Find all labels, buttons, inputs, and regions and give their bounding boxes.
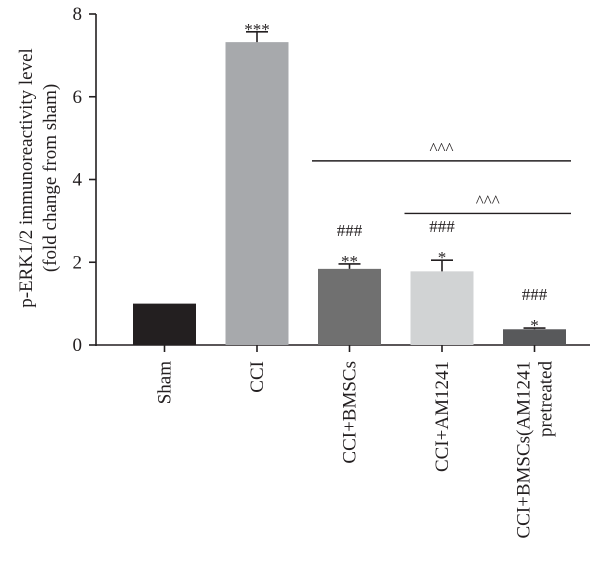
bracket-label: ^^^: [430, 139, 454, 158]
bar-4: [503, 329, 566, 345]
significance-label: ***: [244, 20, 270, 39]
y-axis-label-line: (fold change from sham): [40, 84, 61, 272]
y-tick-label: 2: [73, 252, 83, 273]
bar-2: [318, 268, 381, 345]
category-label: CCI+BMSCs(AM1241: [514, 361, 535, 539]
significance-annotations: *** ### ** ### * ### *: [244, 20, 548, 335]
significance-label: ###: [429, 217, 455, 236]
category-label: CCI+BMSCs: [340, 361, 361, 464]
bar-3: [410, 271, 474, 345]
bracket-label: ^^^: [476, 191, 500, 210]
category-label: pretreated: [536, 361, 557, 437]
comparison-brackets: ^^^ ^^^: [312, 139, 571, 215]
significance-label: **: [341, 252, 358, 271]
category-label: CCI: [247, 361, 268, 393]
significance-label: ###: [337, 221, 363, 240]
y-tick-label: 4: [73, 170, 83, 191]
significance-label: *: [530, 316, 539, 335]
y-axis-label: p-ERK1/2 immunoreactivity level (fold cha…: [16, 48, 61, 308]
y-tick-label: 0: [73, 335, 83, 356]
category-labels: Sham CCI CCI+BMSCs CCI+AM1241 CCI+BMSCs(AM12…: [155, 361, 557, 539]
bar-1: [225, 42, 289, 345]
bars: [133, 42, 566, 345]
significance-label: ###: [522, 285, 548, 304]
y-axis-label-line: p-ERK1/2 immunoreactivity level: [16, 48, 37, 308]
error-bars: [246, 30, 546, 330]
y-tick-label: 8: [73, 4, 83, 25]
bar-0: [133, 303, 196, 345]
category-label: Sham: [155, 361, 176, 405]
category-label: CCI+AM1241: [432, 361, 453, 472]
y-tick-label: 6: [73, 87, 83, 108]
significance-label: *: [438, 248, 447, 267]
